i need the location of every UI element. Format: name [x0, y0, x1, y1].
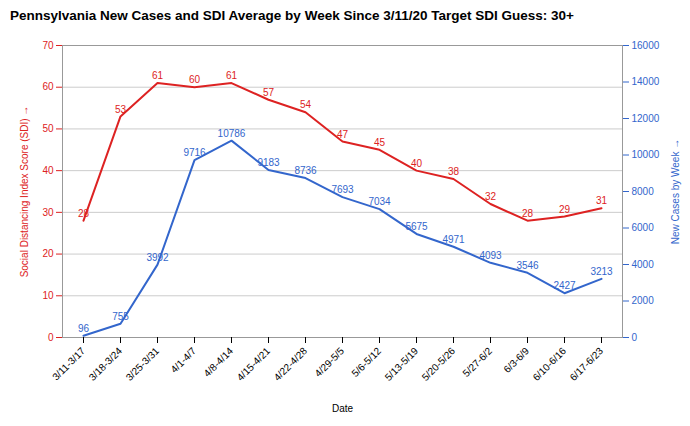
svg-text:3/25-3/31: 3/25-3/31: [124, 345, 162, 383]
svg-text:31: 31: [596, 195, 608, 206]
svg-text:Social Distancing Index Score: Social Distancing Index Score (SDI) →: [19, 106, 30, 278]
svg-text:Date: Date: [332, 403, 354, 414]
html-text:Pennsylvania New Cases and SDI: Pennsylvania New Cases and SDI Average b…: [10, 8, 574, 23]
svg-text:6/3-6/9: 6/3-6/9: [501, 345, 531, 375]
svg-text:61: 61: [152, 70, 164, 81]
svg-text:6000: 6000: [632, 222, 655, 233]
svg-text:70: 70: [42, 40, 54, 51]
svg-text:9183: 9183: [257, 157, 280, 168]
svg-text:5/20-5/26: 5/20-5/26: [420, 345, 458, 383]
svg-text:2000: 2000: [632, 295, 655, 306]
svg-text:40: 40: [411, 158, 423, 169]
svg-text:12000: 12000: [632, 113, 660, 124]
svg-text:4/1-4/7: 4/1-4/7: [168, 345, 198, 375]
svg-text:20: 20: [42, 248, 54, 259]
svg-text:16000: 16000: [632, 40, 660, 51]
svg-text:47: 47: [337, 129, 349, 140]
svg-text:5/6-5/12: 5/6-5/12: [349, 345, 383, 379]
svg-text:54: 54: [300, 99, 312, 110]
svg-text:4/8-4/14: 4/8-4/14: [201, 345, 235, 379]
svg-text:4093: 4093: [479, 250, 502, 261]
svg-text:2427: 2427: [553, 280, 576, 291]
svg-text:60: 60: [42, 81, 54, 92]
svg-text:4/29-5/5: 4/29-5/5: [312, 345, 346, 379]
svg-text:32: 32: [485, 191, 497, 202]
svg-text:10: 10: [42, 290, 54, 301]
svg-text:3213: 3213: [590, 266, 613, 277]
svg-text:7034: 7034: [368, 196, 391, 207]
svg-text:40: 40: [42, 165, 54, 176]
svg-text:0: 0: [48, 332, 54, 343]
svg-text:14000: 14000: [632, 76, 660, 87]
svg-text:8000: 8000: [632, 186, 655, 197]
svg-text:3/11-3/17: 3/11-3/17: [50, 345, 87, 382]
svg-text:4/22-4/28: 4/22-4/28: [272, 345, 310, 383]
svg-text:38: 38: [448, 166, 460, 177]
svg-text:4000: 4000: [632, 259, 655, 270]
svg-text:755: 755: [112, 311, 129, 322]
svg-text:3546: 3546: [516, 260, 539, 271]
svg-text:0: 0: [632, 332, 638, 343]
svg-text:6/17-6/23: 6/17-6/23: [568, 345, 606, 383]
svg-text:57: 57: [263, 87, 275, 98]
svg-text:New Cases by Week →: New Cases by Week →: [670, 139, 681, 244]
svg-text:4/15-4/21: 4/15-4/21: [235, 345, 273, 383]
svg-text:61: 61: [226, 70, 238, 81]
svg-text:45: 45: [374, 137, 386, 148]
svg-text:5/27-6/2: 5/27-6/2: [460, 345, 494, 379]
svg-text:53: 53: [115, 104, 127, 115]
svg-text:10000: 10000: [632, 149, 660, 160]
svg-text:10786: 10786: [218, 128, 246, 139]
svg-text:96: 96: [78, 323, 90, 334]
svg-text:28: 28: [522, 208, 534, 219]
svg-text:28: 28: [78, 208, 90, 219]
svg-text:9716: 9716: [183, 147, 206, 158]
svg-text:5/13-5/19: 5/13-5/19: [383, 345, 421, 383]
svg-text:6/10-6/16: 6/10-6/16: [531, 345, 569, 383]
svg-text:7693: 7693: [331, 184, 354, 195]
svg-text:50: 50: [42, 123, 54, 134]
svg-text:8736: 8736: [294, 165, 317, 176]
svg-text:3/18-3/24: 3/18-3/24: [87, 345, 125, 383]
svg-text:4971: 4971: [442, 234, 465, 245]
svg-text:60: 60: [189, 74, 201, 85]
svg-text:3992: 3992: [146, 252, 169, 263]
svg-text:30: 30: [42, 207, 54, 218]
svg-text:29: 29: [559, 204, 571, 215]
svg-text:5675: 5675: [405, 221, 428, 232]
